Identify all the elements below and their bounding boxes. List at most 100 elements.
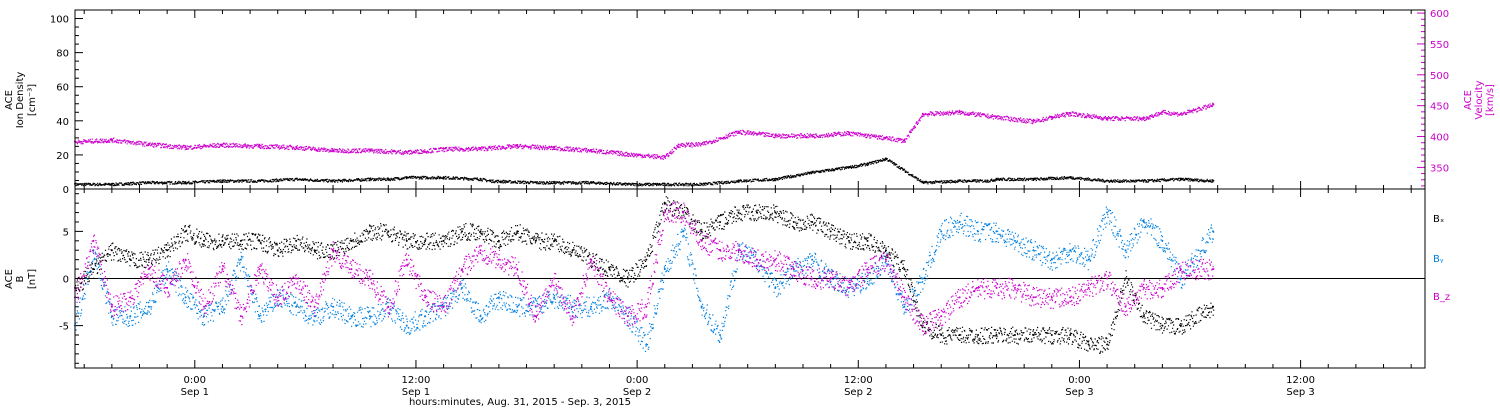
velocity-label-line-2: Velocity [1474,80,1485,119]
series-bx-point-17 [387,230,390,233]
series-density-point-23 [811,170,814,173]
series-bz-point-46 [921,324,924,327]
b-axis-label: ACE B [nT] [4,269,38,289]
series-by-point-5 [166,268,169,271]
series-density-point-1 [110,182,113,185]
series-velocity-point-3 [184,146,187,149]
time-axis-title: hours:minutes, Aug. 31, 2015 - Sep. 3, 2… [409,397,631,408]
series-by-point-61 [1212,230,1215,233]
series-bz-point-43 [866,268,869,271]
series-by-point-28 [590,305,593,308]
series-by-point-31 [645,343,648,346]
legend-by: Bᵧ [1433,254,1444,265]
series-bx-point-53 [1050,334,1053,337]
velocity-tick-label-0: 350 [1430,163,1449,174]
series-by-point-19 [424,315,427,318]
series-bz-point-13 [313,305,316,308]
series-bz-point-38 [774,258,777,261]
density-label-line-3: [cm⁻³] [27,84,38,116]
series-bz-point-16 [368,277,371,280]
series-by-point-40 [811,258,814,261]
series-bz-point-33 [682,211,685,214]
series-density-point-5 [258,179,261,182]
series-bx-point-51 [1013,334,1016,337]
series-bz-point-37 [755,258,758,261]
series-bx-point-58 [1142,315,1145,318]
series-bz-point-50 [995,286,998,289]
series-bz-dots [75,202,1215,336]
series-density-point-9 [387,177,390,180]
series-bx-point-8 [221,239,224,242]
series-bz-point-34 [700,239,703,242]
series-bz-point-30 [626,315,629,318]
density-tick-label-2: 40 [56,117,69,128]
b-label-line-2: B [15,275,26,282]
series-density-point-7 [332,179,335,182]
series-velocity-point-21 [811,134,814,137]
series-density-point-21 [737,179,740,182]
series-density-point-4 [221,179,224,182]
b-tick-label-2: 5 [63,227,69,238]
series-density-point-2 [147,181,150,184]
series-density-point-17 [626,182,629,185]
series-density-point-13 [488,179,491,182]
series-by-point-15 [350,315,353,318]
series-bz-point-51 [1013,286,1016,289]
series-velocity-point-32 [1142,117,1145,120]
series-by-point-59 [1161,239,1164,242]
series-bz-point-58 [1142,286,1145,289]
series-bx-point-20 [442,239,445,242]
series-bx-point-54 [1069,334,1072,337]
legend-bz: B_z [1433,292,1450,303]
series-bx-point-45 [903,268,906,271]
series-velocity-point-2 [147,142,150,145]
series-bz-point-23 [497,258,500,261]
time-tick-label-1: 12:00 [402,375,431,386]
series-bz-point-2 [110,305,113,308]
series-bx-point-44 [884,249,887,252]
time-tick-label-5: 12:00 [1286,375,1315,386]
series-bx-point-42 [848,239,851,242]
series-density-point-29 [986,179,989,182]
series-bx-point-50 [995,334,998,337]
top-panel-data [74,102,1215,187]
series-bz-point-5 [166,286,169,289]
series-bz-point-49 [977,286,980,289]
series-bz-point-1 [92,239,95,242]
series-velocity-point-25 [921,112,924,115]
series-velocity-dots [75,102,1215,160]
velocity-tick-label-1: 400 [1430,133,1449,144]
series-bz-point-14 [332,249,335,252]
series-velocity-point-8 [368,149,371,152]
series-bz-point-52 [1032,296,1035,299]
series-bx-point-59 [1161,324,1164,327]
series-by-point-51 [1013,239,1016,242]
series-bx-point-12 [295,239,298,242]
series-bz-point-12 [295,277,298,280]
series-by-point-16 [368,315,371,318]
density-tick-label-5: 100 [50,15,69,26]
series-by-point-55 [1087,258,1090,261]
series-bz-point-27 [571,315,574,318]
series-by-point-35 [719,334,722,337]
series-bz-point-4 [147,268,150,271]
series-by-point-57 [1124,249,1127,252]
series-by-points [74,206,1215,352]
series-bz-point-28 [590,258,593,261]
series-density-point-11 [442,176,445,179]
series-velocity-point-33 [1161,110,1164,113]
series-density-point-6 [295,177,298,180]
density-tick-label-3: 60 [56,83,69,94]
series-bx-point-7 [203,239,206,242]
date-tick-label-0: Sep 1 [181,387,209,398]
series-velocity-point-15 [626,152,629,155]
series-by-point-60 [1179,277,1182,280]
series-velocity-point-5 [258,144,261,147]
series-bx-point-25 [534,239,537,242]
series-by-point-21 [461,286,464,289]
series-bz-point-31 [645,305,648,308]
series-density-point-15 [553,181,556,184]
series-by-point-26 [553,296,556,299]
series-velocity-point-19 [737,130,740,133]
